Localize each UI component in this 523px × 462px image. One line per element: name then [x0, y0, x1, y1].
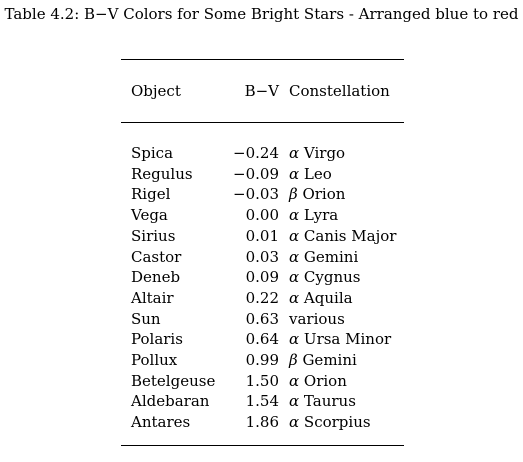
spacer-row [121, 433, 404, 445]
greek-letter: α [289, 268, 300, 287]
header-constellation: Constellation [289, 82, 390, 100]
cell-constellation: α Lyra [279, 205, 404, 226]
greek-letter: α [289, 247, 300, 266]
greek-letter: α [289, 226, 300, 245]
cell-bv: −0.03 [233, 185, 279, 204]
cell-bv: 0.99 [245, 351, 279, 370]
cell-constellation: α Leo [279, 164, 404, 185]
spacer-row [121, 123, 404, 143]
constellation-name: Orion [303, 371, 347, 390]
constellation-name: Virgo [303, 144, 346, 162]
data-table-body: Spica −0.24 α Virgo Regulus −0.09 α Leo Rigel −… [121, 123, 404, 445]
header-object: Object [131, 82, 181, 100]
cell-bv: −0.09 [233, 164, 279, 183]
cell-bv: 1.50 [245, 371, 279, 390]
greek-letter: α [289, 371, 300, 390]
cell-constellation: α Aquila [279, 288, 404, 309]
cell-constellation: α Gemini [279, 247, 404, 268]
greek-letter: α [289, 288, 300, 307]
cell-object: Vega [131, 206, 168, 225]
table-row: Spica −0.24 α Virgo [121, 143, 404, 164]
constellation-name: Gemini [302, 351, 357, 370]
table-row: Altair 0.22 α Aquila [121, 288, 404, 309]
cell-bv: 0.63 [245, 309, 279, 328]
table-row: Vega 0.00 α Lyra [121, 205, 404, 226]
header-row: Object B−V Constellation [121, 60, 404, 122]
constellation-name: Scorpius [303, 413, 371, 432]
cell-constellation: α Virgo [279, 143, 404, 164]
cell-object: Rigel [131, 185, 171, 204]
constellation-name: Orion [302, 185, 346, 204]
cell-bv: 0.64 [245, 330, 279, 349]
table-row: Sun 0.63 various [121, 309, 404, 330]
table-row: Castor 0.03 α Gemini [121, 247, 404, 268]
cell-object: Pollux [131, 351, 178, 370]
cell-constellation: β Gemini [279, 350, 404, 371]
cell-object: Regulus [131, 164, 193, 183]
table-row: Rigel −0.03 β Orion [121, 184, 404, 205]
cell-constellation: α Orion [279, 371, 404, 392]
top-rule [121, 59, 404, 60]
cell-bv: 0.01 [245, 226, 279, 245]
constellation-name: Leo [303, 164, 332, 183]
cell-bv: 0.00 [245, 206, 279, 225]
greek-letter: α [289, 164, 300, 183]
constellation-name: Aquila [303, 288, 353, 307]
greek-letter: α [289, 206, 300, 225]
cell-object: Aldebaran [131, 392, 210, 411]
cell-bv: 0.09 [245, 268, 279, 287]
cell-object: Deneb [131, 268, 181, 287]
constellation-name: various [289, 309, 345, 328]
table-row: Pollux 0.99 β Gemini [121, 350, 404, 371]
constellation-name: Cygnus [303, 268, 361, 287]
cell-object: Betelgeuse [131, 371, 216, 390]
cell-object: Antares [131, 413, 191, 432]
cell-constellation: α Cygnus [279, 267, 404, 288]
constellation-name: Ursa Minor [303, 330, 392, 349]
table-row: Aldebaran 1.54 α Taurus [121, 391, 404, 412]
cell-constellation: α Ursa Minor [279, 329, 404, 350]
cell-object: Altair [131, 288, 174, 307]
greek-letter: α [289, 392, 300, 411]
cell-object: Sirius [131, 226, 176, 245]
greek-letter: α [289, 330, 300, 349]
table-caption: Table 4.2: B−V Colors for Some Bright St… [4, 5, 519, 23]
table-row: Betelgeuse 1.50 α Orion [121, 371, 404, 392]
cell-constellation: α Scorpius [279, 412, 404, 433]
greek-letter: α [289, 413, 300, 432]
table-row: Sirius 0.01 α Canis Major [121, 226, 404, 247]
cell-object: Castor [131, 247, 182, 266]
data-table: Object B−V Constellation [121, 60, 404, 122]
constellation-name: Canis Major [303, 226, 397, 245]
cell-bv: −0.24 [233, 144, 279, 162]
cell-bv: 0.22 [245, 288, 279, 307]
cell-bv: 0.03 [245, 247, 279, 266]
constellation-name: Gemini [303, 247, 359, 266]
cell-object: Polaris [131, 330, 183, 349]
table-row: Polaris 0.64 α Ursa Minor [121, 329, 404, 350]
header-bv: B−V [244, 82, 279, 100]
greek-letter: β [289, 351, 298, 370]
cell-constellation: α Canis Major [279, 226, 404, 247]
table-row: Regulus −0.09 α Leo [121, 164, 404, 185]
bottom-rule [121, 444, 404, 446]
constellation-name: Taurus [303, 392, 356, 411]
cell-bv: 1.54 [245, 392, 279, 411]
constellation-name: Lyra [303, 206, 339, 225]
cell-constellation: various [279, 309, 404, 330]
cell-bv: 1.86 [245, 413, 279, 432]
star-colors-table: Object B−V Constellation Spica −0.24 α Vir… [121, 59, 404, 446]
greek-letter: β [289, 185, 298, 204]
table-row: Deneb 0.09 α Cygnus [121, 267, 404, 288]
cell-constellation: β Orion [279, 184, 404, 205]
header-rule [121, 122, 404, 123]
greek-letter: α [289, 144, 300, 162]
cell-constellation: α Taurus [279, 391, 404, 412]
cell-object: Sun [131, 309, 161, 328]
cell-object: Spica [131, 144, 174, 162]
table-row: Antares 1.86 α Scorpius [121, 412, 404, 433]
